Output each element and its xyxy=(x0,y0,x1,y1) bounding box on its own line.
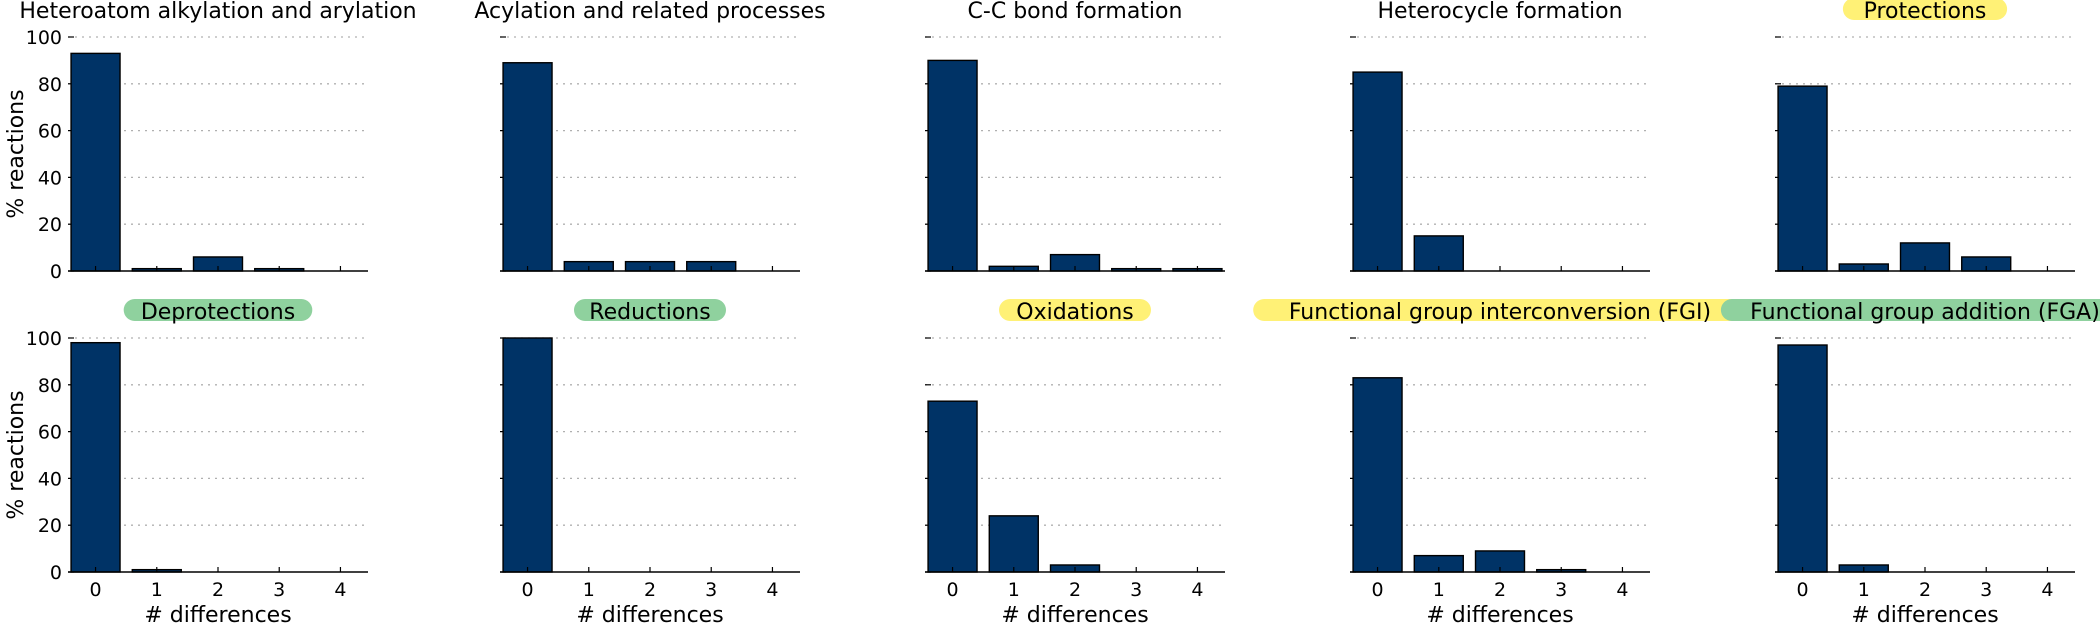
x-tick-label: 0 xyxy=(1372,579,1384,601)
subplot-title: Functional group interconversion (FGI) xyxy=(1289,300,1711,325)
y-tick-label: 80 xyxy=(38,74,62,96)
x-tick-label: 2 xyxy=(212,579,224,601)
bar xyxy=(1352,377,1403,573)
subplot-title: Heteroatom alkylation and arylation xyxy=(19,0,416,24)
subplot-title: C-C bond formation xyxy=(968,0,1183,24)
subplot-8: Oxidations 0 1 2 3 4 # differences xyxy=(925,299,1225,627)
y-tick-label: 100 xyxy=(26,27,62,49)
subplot-9: Functional group interconversion (FGI) 0 1… xyxy=(1253,299,1747,627)
bar xyxy=(1352,71,1403,272)
x-tick-label: 3 xyxy=(705,579,717,601)
title-highlight xyxy=(1253,299,1747,321)
x-tick-label: 3 xyxy=(273,579,285,601)
x-tick-label: 3 xyxy=(1130,579,1142,601)
subplot-10: Functional group addition (FGA) 0 1 2 3 4 # di… xyxy=(1720,299,2100,627)
title-highlight xyxy=(999,299,1151,321)
title-highlight xyxy=(123,299,313,321)
x-tick-label: 4 xyxy=(1191,579,1203,601)
x-tick-label: 4 xyxy=(1616,579,1628,601)
subplot-title: Protections xyxy=(1864,0,1987,24)
y-axis-label: % reactions xyxy=(4,89,29,218)
bar xyxy=(1413,235,1464,272)
bar xyxy=(502,337,553,573)
subplot-title: Deprotections xyxy=(141,300,295,325)
bar xyxy=(70,52,121,272)
bar xyxy=(502,62,553,272)
y-tick-label: 60 xyxy=(38,121,62,143)
y-tick-label: 80 xyxy=(38,375,62,397)
subplot-6: Deprotections 0 20 40 60 80 100 % reactions 0 1 2 3… xyxy=(4,299,368,627)
y-tick-label: 20 xyxy=(38,515,62,537)
x-tick-label: 0 xyxy=(90,579,102,601)
y-tick-label: 40 xyxy=(38,468,62,490)
x-tick-label: 1 xyxy=(1858,579,1870,601)
y-tick-label: 0 xyxy=(50,261,62,283)
subplot-title: Acylation and related processes xyxy=(474,0,825,24)
subplot-1: Heteroatom alkylation and arylation 0 20 40… xyxy=(4,0,417,283)
subplot-title: Oxidations xyxy=(1016,300,1134,325)
subplot-7: Reductions 0 1 2 3 4 # differences xyxy=(500,299,800,627)
x-tick-label: 1 xyxy=(1433,579,1445,601)
x-tick-label: 2 xyxy=(1069,579,1081,601)
subplot-4: Heterocycle formation xyxy=(1350,0,1650,272)
y-tick-label: 20 xyxy=(38,214,62,236)
subplot-title: Functional group addition (FGA) xyxy=(1750,300,2100,325)
x-tick-label: 0 xyxy=(1797,579,1809,601)
x-axis-label: # differences xyxy=(144,603,291,627)
bar xyxy=(988,515,1039,573)
subplot-3: C-C bond formation xyxy=(925,0,1225,272)
subplot-title: Reductions xyxy=(589,300,710,325)
bar xyxy=(1777,85,1828,272)
x-tick-label: 4 xyxy=(766,579,778,601)
y-tick-label: 100 xyxy=(26,328,62,350)
x-tick-label: 1 xyxy=(151,579,163,601)
y-tick-label: 40 xyxy=(38,167,62,189)
x-tick-label: 4 xyxy=(334,579,346,601)
x-axis-label: # differences xyxy=(1851,603,1998,627)
x-tick-label: 0 xyxy=(947,579,959,601)
bar xyxy=(1777,344,1828,573)
x-tick-label: 2 xyxy=(1919,579,1931,601)
x-tick-label: 3 xyxy=(1980,579,1992,601)
title-highlight xyxy=(1842,0,2008,20)
bar xyxy=(70,341,121,573)
x-tick-label: 1 xyxy=(1008,579,1020,601)
x-axis-label: # differences xyxy=(1001,603,1148,627)
x-tick-label: 1 xyxy=(583,579,595,601)
y-axis-label: % reactions xyxy=(4,390,29,519)
bar xyxy=(927,59,978,272)
x-tick-label: 4 xyxy=(2041,579,2053,601)
bar xyxy=(927,400,978,573)
title-highlight xyxy=(1720,299,2100,321)
x-tick-label: 2 xyxy=(644,579,656,601)
x-tick-label: 3 xyxy=(1555,579,1567,601)
x-axis-label: # differences xyxy=(576,603,723,627)
y-tick-label: 60 xyxy=(38,422,62,444)
y-tick-label: 0 xyxy=(50,562,62,584)
x-axis-label: # differences xyxy=(1426,603,1573,627)
subplot-2: Acylation and related processes xyxy=(474,0,826,272)
title-highlight xyxy=(574,299,726,321)
subplot-title: Heterocycle formation xyxy=(1377,0,1622,24)
x-tick-label: 0 xyxy=(522,579,534,601)
subplot-5: Protections xyxy=(1775,0,2075,272)
x-tick-label: 2 xyxy=(1494,579,1506,601)
